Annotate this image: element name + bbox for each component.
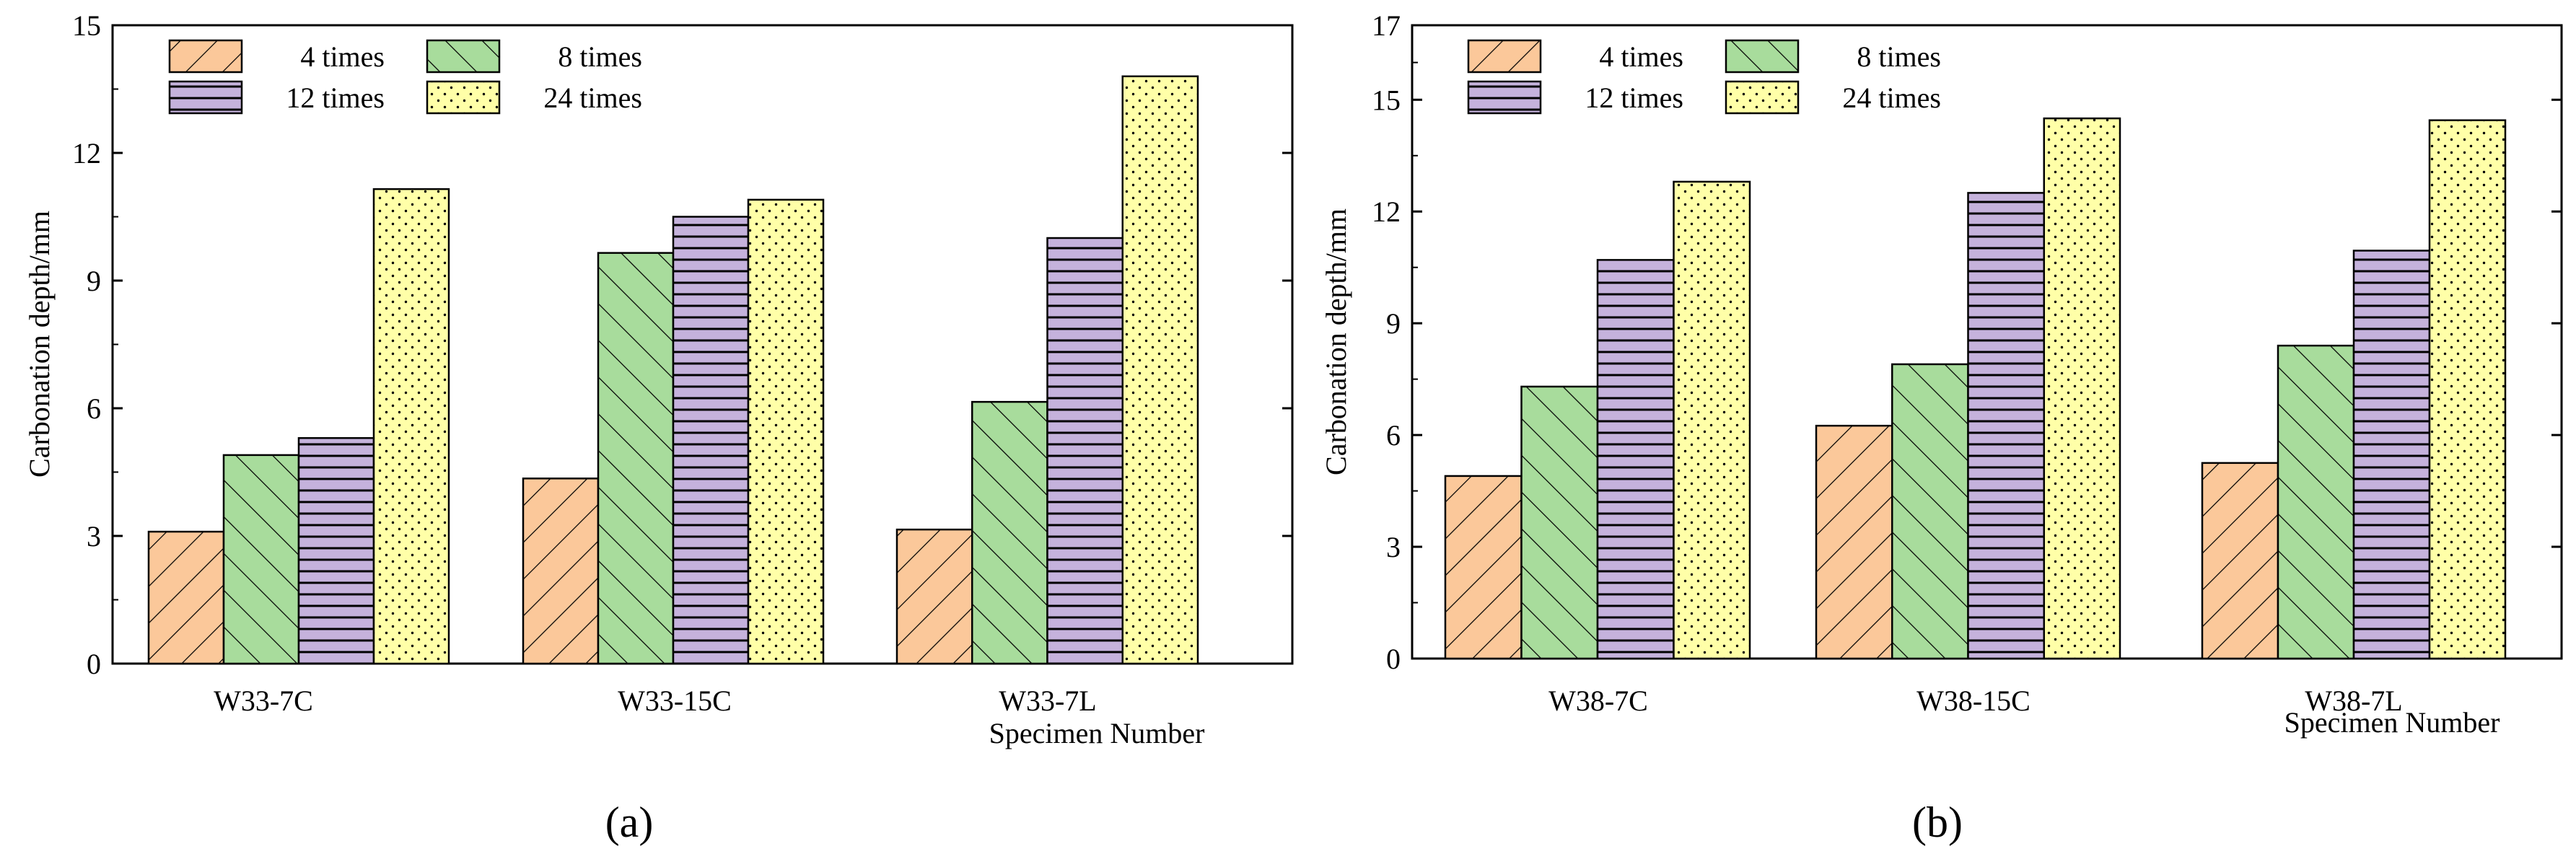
y-tick-label: 0 (1386, 643, 1401, 675)
bar-W33-7L-8-times (971, 400, 1048, 665)
bars (147, 75, 1199, 665)
x-tick-label: W38-7L (2305, 685, 2403, 717)
bar-W33-7C-12-times (297, 437, 375, 665)
bar-W38-7C-24-times (1673, 180, 1751, 660)
legend-swatch (1725, 39, 1800, 74)
bar-W38-15C-24-times (2043, 117, 2121, 660)
bar-W33-7L-12-times (1046, 237, 1123, 665)
bar-W33-15C-4-times (522, 477, 600, 665)
x-tick-label: W33-7C (214, 685, 313, 717)
chart-panel-b: 0 3 6 9 12 15 17 W38-7C W38-15C W38-7L 4 times 8 … (1320, 9, 2563, 846)
y-tick-label: 12 (1372, 195, 1401, 228)
x-axis-category-labels: W33-7C W33-15C W33-7L (214, 685, 1097, 717)
legend-label: 24 times (1842, 82, 1941, 114)
y-axis-title: Carbonation depth/mm (23, 211, 56, 477)
x-axis-title: Specimen Number (989, 717, 1205, 749)
y-axis-ticks: 0 3 6 9 12 15 17 (1372, 9, 2562, 675)
bar-W38-7L-24-times (2428, 119, 2507, 660)
bars (1444, 117, 2507, 660)
y-tick-label: 9 (87, 265, 101, 297)
y-tick-label: 3 (87, 520, 101, 553)
bar-W33-7C-4-times (147, 530, 225, 665)
bar-W38-15C-12-times (1967, 192, 2045, 660)
bar-W33-7L-4-times (895, 528, 973, 665)
y-axis-title: Carbonation depth/mm (1320, 208, 1352, 475)
panel-label-a: (a) (605, 798, 654, 846)
legend-label: 8 times (1857, 40, 1941, 73)
panel-label-b: (b) (1912, 798, 1963, 846)
y-tick-label: 0 (87, 648, 101, 680)
legend-label: 24 times (543, 82, 642, 114)
bar-W33-15C-24-times (747, 198, 825, 665)
legend-label: 4 times (1599, 40, 1683, 73)
bar-W33-15C-12-times (672, 216, 750, 665)
legend-swatch (426, 80, 501, 115)
bar-W33-7C-8-times (222, 454, 300, 665)
y-tick-label: 6 (1386, 419, 1401, 452)
y-tick-label: 3 (1386, 531, 1401, 563)
y-tick-label: 15 (1372, 84, 1401, 116)
legend-label: 12 times (1585, 82, 1683, 114)
legend-swatch (168, 80, 243, 115)
bar-W38-7L-4-times (2201, 462, 2279, 660)
y-tick-label: 12 (72, 137, 101, 170)
bar-W33-7L-24-times (1121, 75, 1199, 665)
x-axis-title: Specimen Number (2284, 706, 2500, 739)
bar-W38-7L-8-times (2277, 344, 2355, 660)
bar-W38-7C-12-times (1596, 259, 1675, 660)
legend: 4 times 8 times 12 times 24 times (1467, 39, 1941, 115)
x-tick-label: W33-15C (618, 685, 732, 717)
y-tick-label: 17 (1372, 9, 1401, 42)
legend-swatch (1467, 39, 1542, 74)
y-axis-ticks: 0 3 6 9 12 15 (72, 9, 1292, 680)
legend-label: 4 times (300, 40, 385, 73)
y-tick-label: 15 (72, 9, 101, 42)
x-tick-label: W38-7C (1548, 685, 1648, 717)
legend-label: 8 times (558, 40, 642, 73)
bar-W38-15C-4-times (1815, 424, 1893, 660)
x-axis-category-labels: W38-7C W38-15C W38-7L (1548, 685, 2403, 717)
x-tick-label: W33-7L (999, 685, 1097, 717)
bar-W38-7L-12-times (2352, 250, 2431, 660)
bar-W38-7C-4-times (1444, 475, 1523, 660)
bar-W33-7C-24-times (372, 188, 450, 665)
y-tick-label: 6 (87, 392, 101, 425)
legend-swatch (168, 39, 243, 74)
legend: 4 times 8 times 12 times 24 times (168, 39, 642, 115)
legend-swatch (426, 39, 501, 74)
x-tick-label: W38-15C (1916, 685, 2030, 717)
bar-W38-7C-8-times (1520, 385, 1599, 660)
bar-W33-15C-8-times (597, 252, 675, 665)
legend-label: 12 times (286, 82, 385, 114)
bar-W38-15C-8-times (1891, 363, 1969, 660)
legend-swatch (1725, 80, 1800, 115)
legend-swatch (1467, 80, 1542, 115)
chart-panel-a: 0 3 6 9 12 15 W33-7C W33-15C W33-7L 4 times 8 ti… (23, 9, 1294, 846)
y-tick-label: 9 (1386, 307, 1401, 340)
